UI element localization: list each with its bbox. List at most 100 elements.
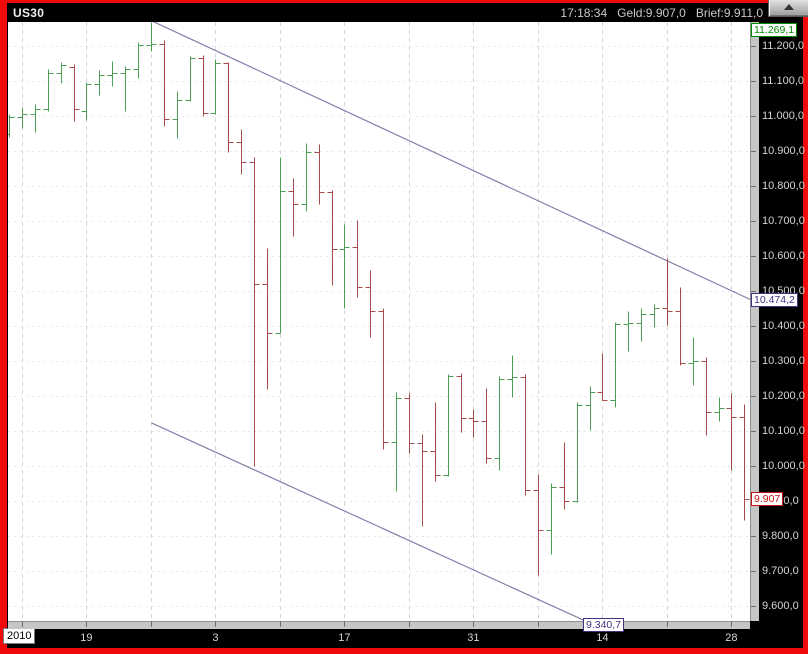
ohlc-bar: [520, 374, 531, 496]
ohlc-bar: [597, 353, 608, 401]
ohlc-bar: [339, 224, 350, 309]
price-axis-label: 9.600,0: [762, 600, 799, 612]
price-axis-label: 10.100,0: [762, 425, 805, 437]
price-axis-label: 9.900,0: [762, 495, 799, 507]
ohlc-bar: [533, 474, 544, 576]
ohlc-bar: [107, 61, 118, 87]
ohlc-bar: [430, 402, 441, 482]
ohlc-bar: [507, 355, 518, 398]
ohlc-bar: [662, 258, 673, 326]
date-axis[interactable]: 2010 19 3 17 31 14 28: [3, 628, 803, 648]
ohlc-bar: [262, 248, 273, 390]
ohlc-bar: [546, 483, 557, 555]
ohlc-bar: [146, 22, 157, 52]
price-axis-tick-strip: [750, 22, 759, 621]
chevron-up-icon: [784, 4, 794, 10]
ohlc-bar: [585, 386, 596, 431]
collapse-panel-button[interactable]: [768, 0, 808, 17]
quote-ask: Brief:9.911,0: [695, 6, 763, 20]
ohlc-bar: [468, 409, 479, 438]
year-label: 2010: [3, 628, 36, 644]
ohlc-bar: [688, 337, 699, 386]
symbol-title: US30: [13, 6, 45, 20]
price-axis-label: 10.700,0: [762, 215, 805, 227]
price-axis[interactable]: 11.200,0 11.100,0 11.000,0 10.900,0 10.800,0…: [758, 22, 805, 628]
ohlc-bar: [365, 270, 376, 338]
ohlc-bar: [94, 70, 105, 96]
ohlc-bar: [649, 304, 660, 328]
price-axis-label: 10.600,0: [762, 250, 805, 262]
ohlc-bar: [314, 144, 325, 205]
price-axis-label: 11.100,0: [762, 75, 805, 87]
date-axis-label: 14: [596, 632, 609, 644]
ohlc-bar: [43, 69, 54, 112]
ohlc-bar: [443, 374, 454, 477]
ohlc-bar: [675, 287, 686, 366]
ohlc-bar: [8, 114, 15, 138]
price-axis-label: 9.800,0: [762, 530, 799, 542]
horizontal-gridlines: [8, 46, 750, 607]
ohlc-bar: [301, 143, 312, 212]
ohlc-bar: [327, 190, 338, 286]
quote-time: 17:18:34: [560, 6, 608, 20]
ohlc-bar: [69, 64, 80, 122]
date-axis-label: 3: [212, 632, 219, 644]
ohlc-bar: [198, 55, 209, 117]
ohlc-bar: [275, 157, 286, 334]
title-bar: US30 17:18:34 Geld:9.907,0 Brief:9.911,0: [7, 0, 808, 22]
quote-bid: Geld:9.907,0: [617, 6, 686, 20]
date-axis-label: 17: [338, 632, 351, 644]
ohlc-bar: [701, 357, 712, 436]
price-axis-label: 9.700,0: [762, 565, 799, 577]
ohlc-bar: [210, 59, 221, 115]
price-axis-label: 10.400,0: [762, 320, 805, 332]
ohlc-bar: [249, 157, 260, 467]
ohlc-bar: [494, 376, 505, 471]
ohlc-bar: [456, 373, 467, 433]
ohlc-bar: [714, 397, 725, 422]
chart-plot-area[interactable]: [8, 22, 750, 621]
ohlc-bar: [636, 308, 647, 342]
ohlc-bar: [81, 82, 92, 121]
ohlc-bar: [481, 388, 492, 464]
ohlc-chart: [8, 22, 750, 621]
quote-bar: 17:18:34 Geld:9.907,0 Brief:9.911,0: [550, 6, 763, 20]
ohlc-bar: [185, 56, 196, 102]
ohlc-bar: [159, 40, 170, 127]
ohlc-bar: [559, 442, 570, 510]
ohlc-bar: [623, 311, 634, 352]
ohlc-bar: [223, 62, 234, 153]
ohlc-bar: [120, 66, 131, 112]
ohlc-bar: [391, 392, 402, 492]
trend-channel-lines[interactable]: [151, 22, 750, 621]
ohlc-bar: [739, 404, 750, 521]
price-axis-label: 10.900,0: [762, 145, 805, 157]
ohlc-bar: [378, 308, 389, 450]
vertical-gridlines: [22, 22, 732, 621]
price-axis-label: 10.500,0: [762, 285, 805, 297]
price-axis-label: 11.000,0: [762, 110, 805, 122]
ohlc-bar: [610, 322, 621, 408]
upper-channel: [152, 22, 750, 301]
ohlc-bar: [133, 42, 144, 79]
ohlc-bar: [572, 402, 583, 503]
ohlc-bar: [404, 393, 415, 454]
ohlc-bars: [8, 22, 750, 576]
ohlc-bar: [352, 220, 363, 298]
ohlc-bar: [726, 393, 737, 471]
price-axis-label: 10.000,0: [762, 460, 805, 472]
ohlc-bar: [288, 178, 299, 237]
ohlc-bar: [30, 104, 41, 133]
ohlc-bar: [417, 434, 428, 527]
ohlc-bar: [172, 91, 183, 139]
price-axis-label: 10.800,0: [762, 180, 805, 192]
ohlc-bar: [17, 107, 28, 129]
date-axis-label: 28: [725, 632, 738, 644]
date-axis-label: 31: [467, 632, 480, 644]
ohlc-bar: [236, 129, 247, 175]
date-axis-tick-strip: [8, 621, 750, 629]
price-axis-label: 10.300,0: [762, 355, 805, 367]
chart-window: US30 17:18:34 Geld:9.907,0 Brief:9.911,0 1…: [3, 0, 808, 648]
ohlc-bar: [56, 62, 67, 84]
lower-channel: [151, 422, 587, 621]
